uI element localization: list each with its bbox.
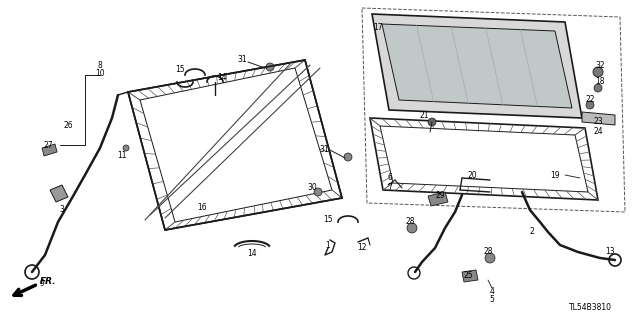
Text: 22: 22 xyxy=(585,95,595,105)
Circle shape xyxy=(586,101,594,109)
Text: FR.: FR. xyxy=(40,277,56,286)
Polygon shape xyxy=(462,270,478,282)
Circle shape xyxy=(485,253,495,263)
Text: 4: 4 xyxy=(490,286,495,295)
Text: 26: 26 xyxy=(63,121,73,130)
Circle shape xyxy=(593,67,603,77)
Text: 2: 2 xyxy=(530,227,534,236)
Circle shape xyxy=(266,63,274,71)
Polygon shape xyxy=(428,192,448,206)
Text: 32: 32 xyxy=(595,61,605,70)
Text: 9: 9 xyxy=(40,278,44,287)
Text: 31: 31 xyxy=(319,145,329,154)
Text: 11: 11 xyxy=(117,151,127,160)
Text: 14: 14 xyxy=(247,249,257,258)
Text: 19: 19 xyxy=(550,170,560,180)
Text: 23: 23 xyxy=(593,117,603,127)
Polygon shape xyxy=(582,112,615,125)
Polygon shape xyxy=(42,144,57,156)
Text: 7: 7 xyxy=(388,183,392,192)
Text: 27: 27 xyxy=(43,140,53,150)
Text: 13: 13 xyxy=(605,248,615,256)
Text: 15: 15 xyxy=(175,65,185,75)
Text: 14: 14 xyxy=(217,73,227,83)
Text: 3: 3 xyxy=(60,205,65,214)
Circle shape xyxy=(428,118,436,126)
Circle shape xyxy=(594,84,602,92)
Polygon shape xyxy=(382,24,572,108)
Text: 24: 24 xyxy=(593,128,603,137)
Text: 10: 10 xyxy=(95,70,105,78)
Text: 28: 28 xyxy=(405,218,415,226)
Polygon shape xyxy=(372,14,582,118)
Text: 21: 21 xyxy=(419,110,429,120)
Circle shape xyxy=(314,188,322,196)
Text: 30: 30 xyxy=(307,183,317,192)
Polygon shape xyxy=(50,185,68,202)
Circle shape xyxy=(123,145,129,151)
Text: 12: 12 xyxy=(357,243,367,253)
Text: 25: 25 xyxy=(463,271,473,279)
Text: 1: 1 xyxy=(326,241,330,249)
Text: 18: 18 xyxy=(595,78,605,86)
Text: 5: 5 xyxy=(490,295,495,305)
Text: 29: 29 xyxy=(435,190,445,199)
Circle shape xyxy=(407,223,417,233)
Text: 20: 20 xyxy=(467,170,477,180)
Text: 8: 8 xyxy=(98,61,102,70)
Circle shape xyxy=(344,153,352,161)
Text: TL54B3810: TL54B3810 xyxy=(568,303,611,313)
Text: 16: 16 xyxy=(197,204,207,212)
Text: 28: 28 xyxy=(483,248,493,256)
Text: 15: 15 xyxy=(323,216,333,225)
Text: 6: 6 xyxy=(388,174,392,182)
Text: 31: 31 xyxy=(237,56,247,64)
Text: 17: 17 xyxy=(373,23,383,32)
